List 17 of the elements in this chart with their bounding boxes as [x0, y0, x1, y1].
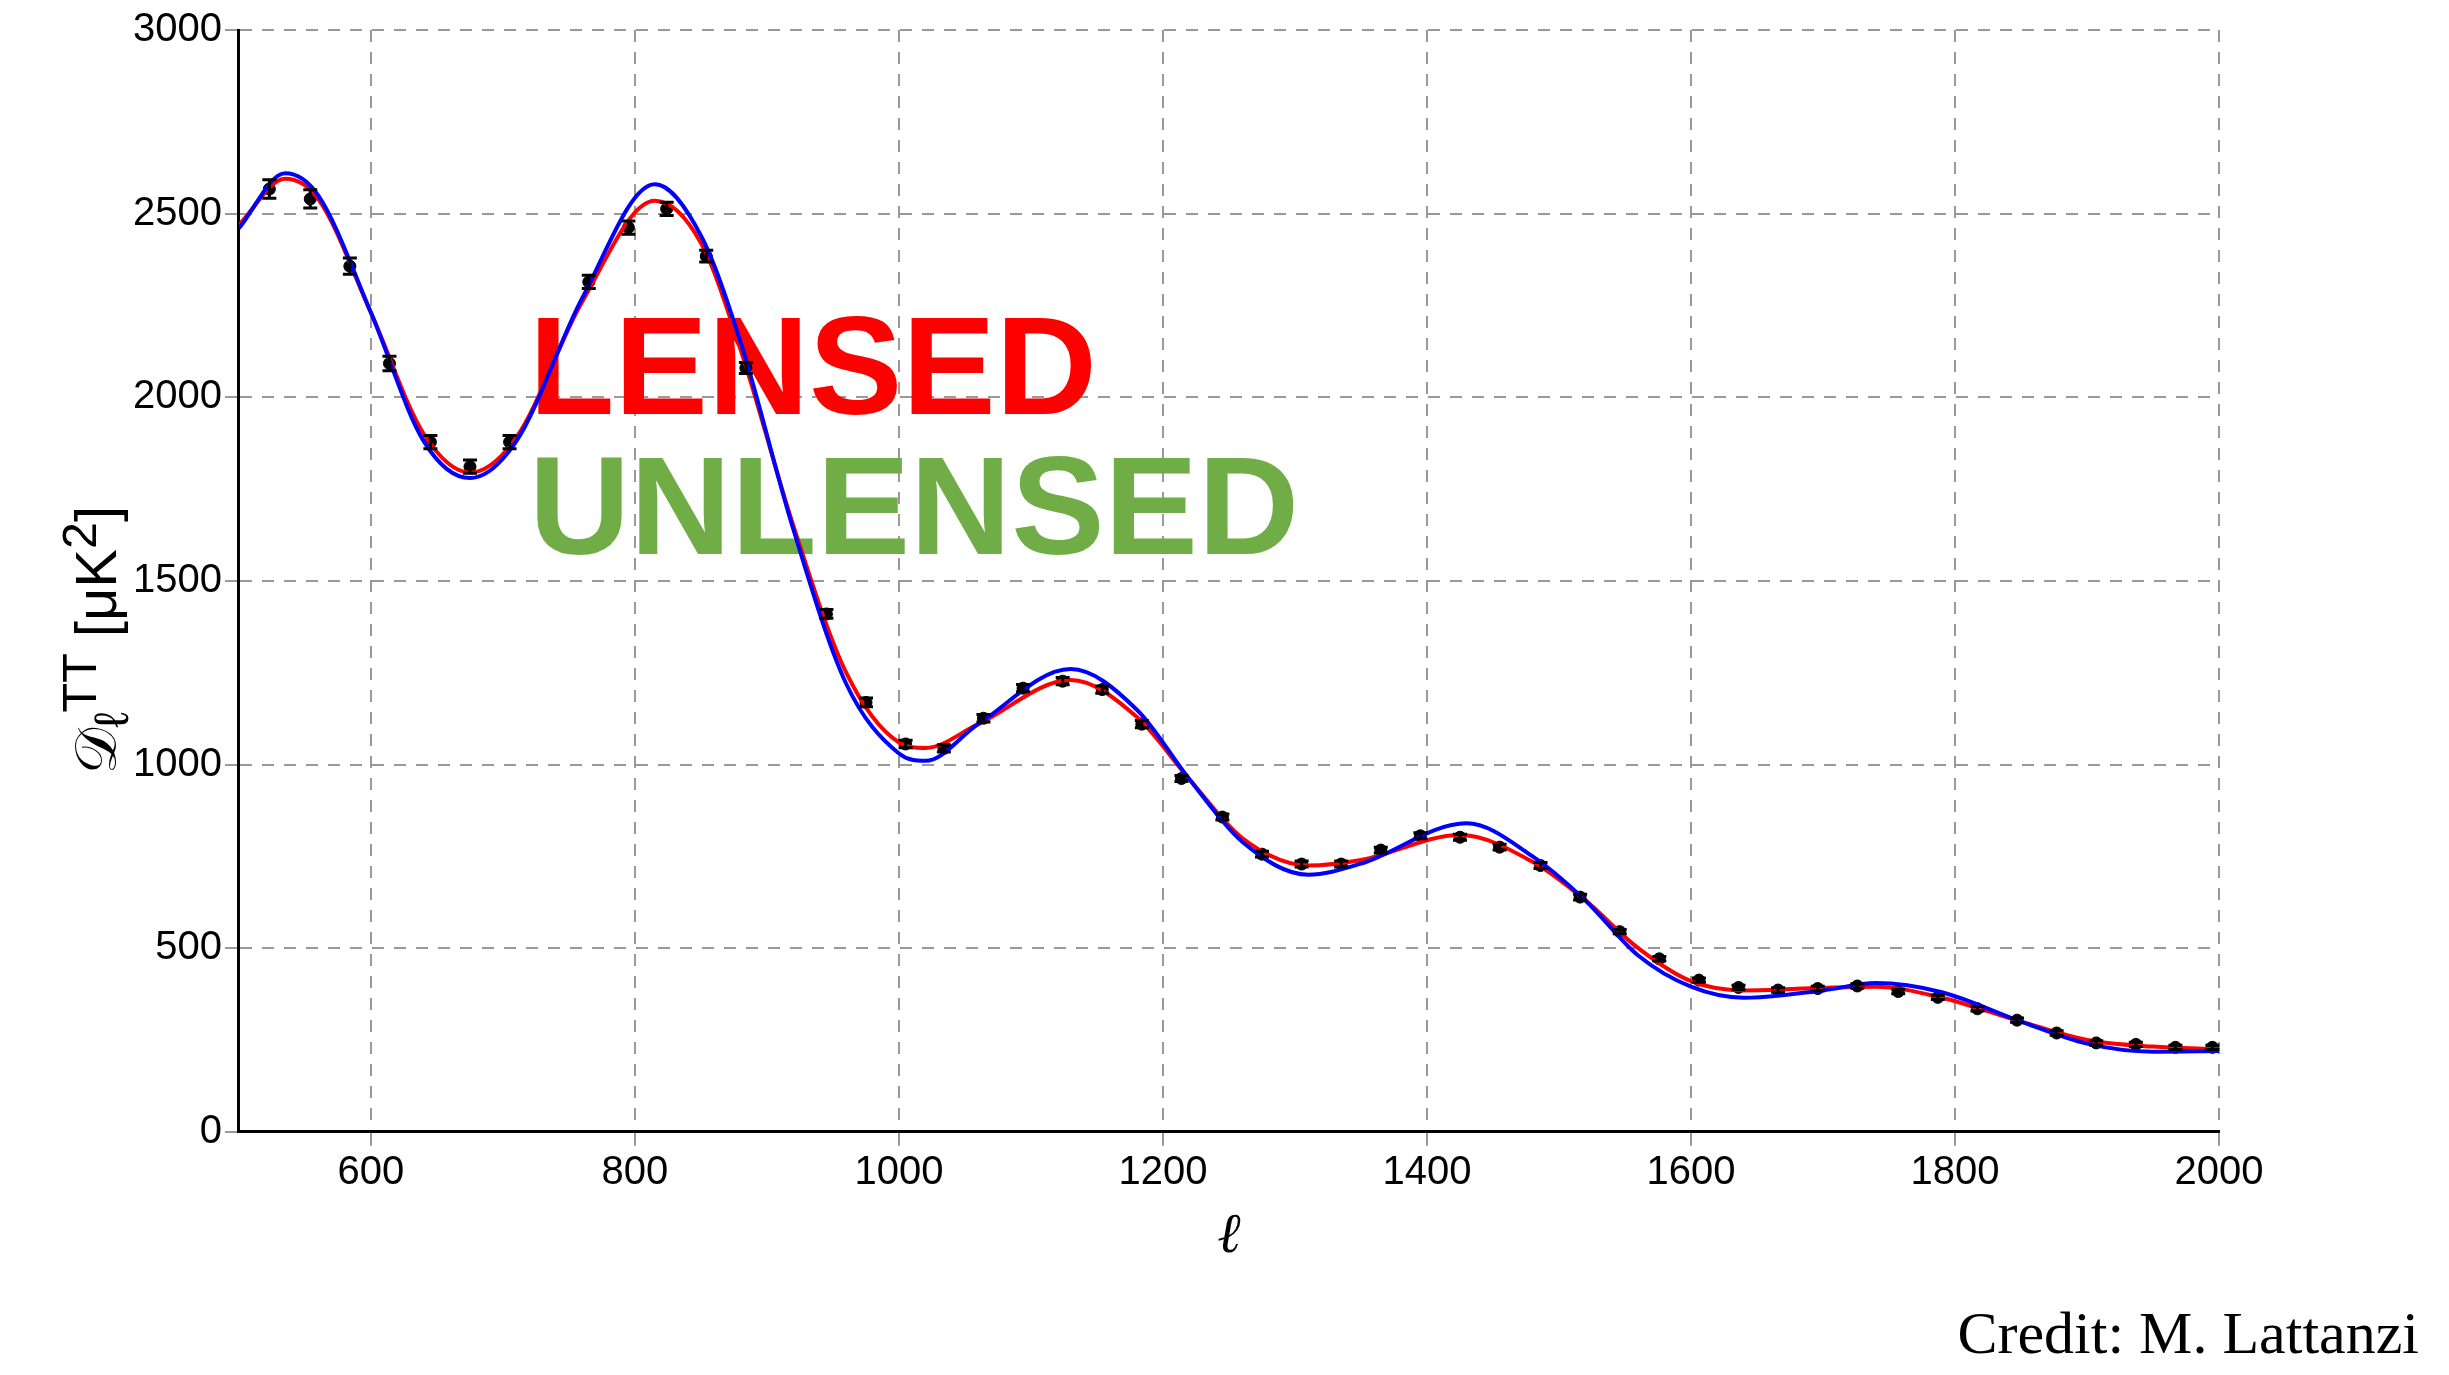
x-tick-label: 2000	[2174, 1147, 2264, 1192]
text: Credit: M. Lattanzi	[1957, 1299, 2419, 1366]
x-axis-title: ℓ	[1217, 1202, 1242, 1265]
x-tick-label: 1800	[1910, 1147, 2000, 1192]
y-tick-label: 3000	[133, 5, 222, 50]
y-tick-label: 1000	[133, 739, 222, 784]
y-tick-label: 0	[199, 1106, 222, 1151]
x-tick-label: 1400	[1382, 1147, 1472, 1192]
y-tick-label: 1500	[133, 555, 222, 600]
y-tick-label: 2500	[133, 188, 222, 233]
x-tick-label: 1600	[1646, 1147, 1736, 1192]
x-tick-label: 800	[601, 1147, 669, 1192]
x-tick-label: 600	[337, 1147, 405, 1192]
x-tick-label: 1200	[1118, 1147, 1208, 1192]
y-tick-label: 500	[155, 923, 222, 968]
y-tick-label: 2000	[133, 372, 222, 417]
x-tick-label: 1000	[854, 1147, 944, 1192]
